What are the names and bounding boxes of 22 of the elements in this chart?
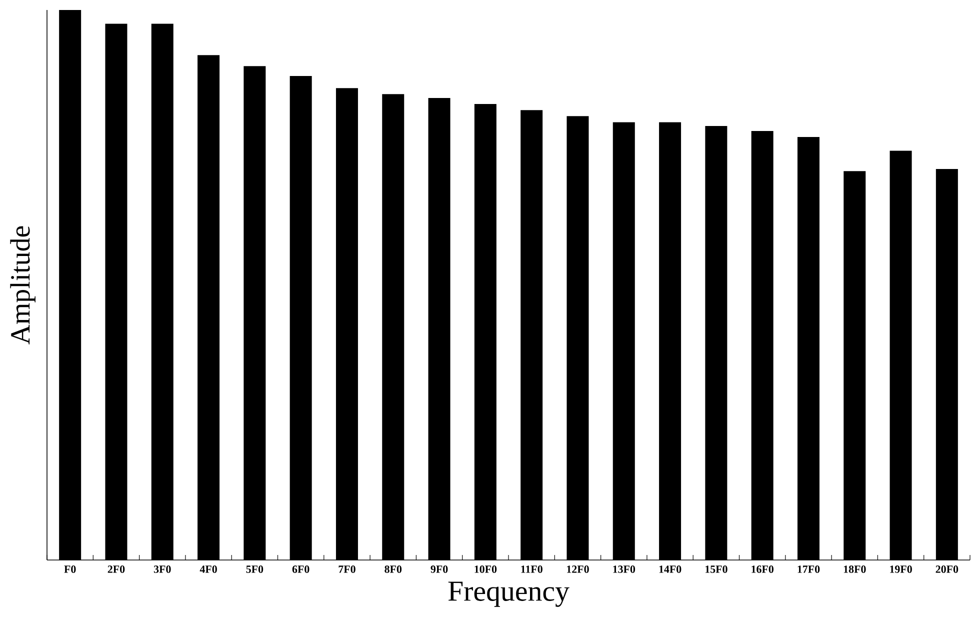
x-tick-label: 16F0 [752,566,774,573]
x-tick-label: 10F0 [474,566,497,573]
x-tick-label: 6F0 [292,566,310,573]
x-tick-label: 15F0 [705,566,728,573]
x-tick-label: 7F0 [338,566,356,573]
x-tick-label: 2F0 [108,566,125,573]
x-tick-label: 18F0 [844,566,866,573]
x-tick-label: 19F0 [890,566,912,573]
x-tick-label: 3F0 [154,566,171,573]
x-tick-label: 8F0 [384,566,402,573]
x-tick-label: 11F0 [521,566,542,573]
x-tick-label: 17F0 [798,566,820,573]
x-tick-label: F0 [64,566,76,573]
x-axis-title: Frequency [448,582,570,607]
x-tick-label: 4F0 [200,566,217,573]
x-tick-label: 12F0 [567,566,589,573]
x-tick-label: 20F0 [936,566,958,573]
x-tick-label: 14F0 [659,566,682,573]
x-tick-label: 13F0 [613,566,636,573]
x-tick-label: 5F0 [246,566,264,573]
x-tick-label: 9F0 [430,566,448,573]
y-axis-title: Amplitude [10,226,36,344]
